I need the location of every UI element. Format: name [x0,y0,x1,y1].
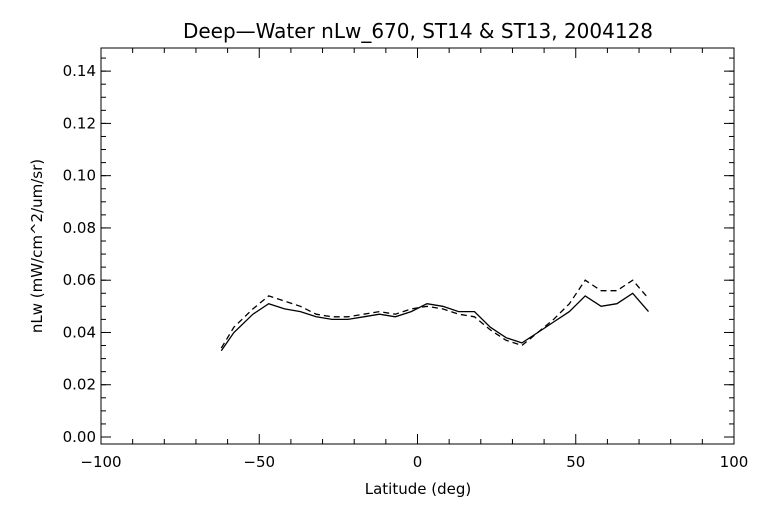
y-tick-label: 0.10 [63,167,96,185]
y-tick-label: 0.08 [63,219,96,237]
y-tick-label: 0.02 [63,376,96,394]
y-axis-label: nLw (mW/cm^2/um/sr) [28,159,46,333]
y-tick-label: 0.14 [63,62,96,80]
x-tick-label: −100 [80,453,121,471]
plot-frame [100,47,735,445]
y-axis: 0.00 0.02 0.04 0.06 0.08 0.10 0.12 0.14 [63,57,734,446]
x-tick-label: −50 [243,453,275,471]
x-axis-label: Latitude (deg) [365,480,471,498]
x-tick-label: 0 [413,453,423,471]
series-line-dashed [220,279,649,349]
x-tick-label: 50 [566,453,585,471]
y-tick-label: 0.06 [63,271,96,289]
y-tick-label: 0.12 [63,114,96,132]
x-tick-label: 100 [720,453,749,471]
series-layer [220,279,649,352]
x-axis: −100 −50 0 50 100 [80,48,748,471]
y-tick-label: 0.04 [63,323,96,341]
series-line-solid [220,292,649,352]
y-tick-label: 0.00 [63,428,96,446]
chart-title: Deep—Water nLw_670, ST14 & ST13, 2004128 [183,19,653,43]
